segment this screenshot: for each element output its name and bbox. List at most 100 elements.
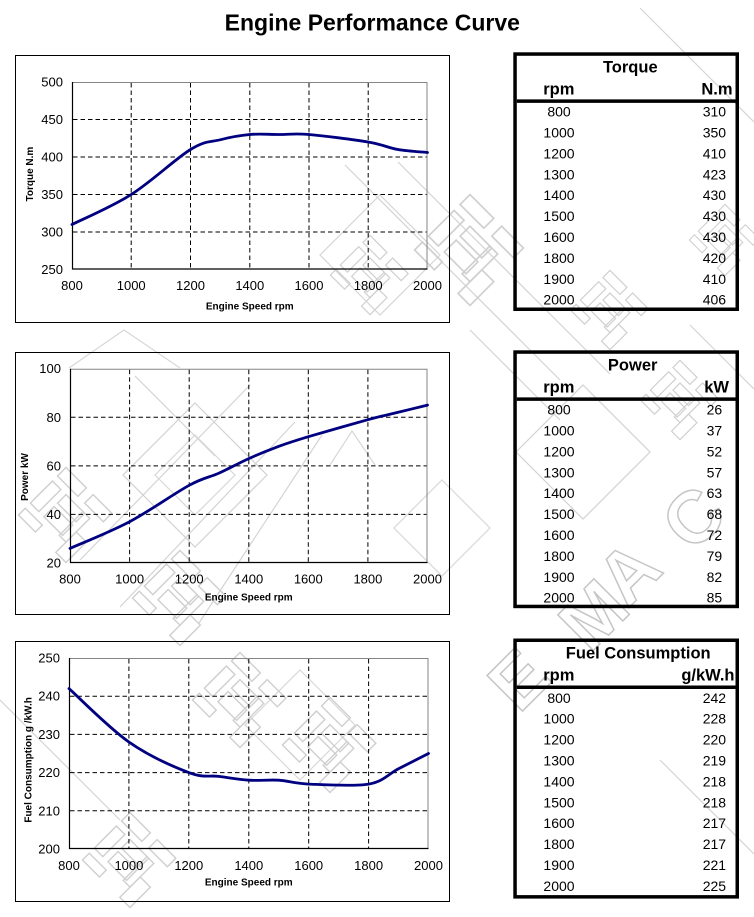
svg-text:1000: 1000 <box>543 423 574 439</box>
svg-text:410: 410 <box>703 271 727 287</box>
svg-text:1600: 1600 <box>294 572 323 587</box>
svg-text:72: 72 <box>707 527 723 543</box>
svg-text:1500: 1500 <box>543 794 574 810</box>
svg-text:82: 82 <box>707 569 723 585</box>
svg-text:218: 218 <box>703 794 727 810</box>
svg-text:217: 217 <box>703 815 727 831</box>
svg-text:Engine Speed rpm: Engine Speed rpm <box>206 302 294 313</box>
svg-text:1800: 1800 <box>354 278 383 293</box>
svg-text:Torque: Torque <box>603 58 658 76</box>
svg-text:225: 225 <box>703 878 727 894</box>
svg-text:242: 242 <box>703 690 727 706</box>
svg-text:410: 410 <box>703 145 727 161</box>
svg-text:406: 406 <box>703 292 727 308</box>
svg-text:800: 800 <box>61 278 83 293</box>
svg-text:79: 79 <box>707 548 723 564</box>
svg-text:1600: 1600 <box>543 815 574 831</box>
svg-text:1800: 1800 <box>543 548 574 564</box>
svg-text:1600: 1600 <box>295 278 324 293</box>
svg-text:N.m: N.m <box>701 81 732 99</box>
svg-text:rpm: rpm <box>543 379 574 397</box>
svg-text:219: 219 <box>703 753 727 769</box>
svg-text:1300: 1300 <box>543 464 574 480</box>
svg-text:26: 26 <box>707 402 723 418</box>
svg-text:2000: 2000 <box>543 292 574 308</box>
svg-text:1200: 1200 <box>176 278 205 293</box>
svg-text:430: 430 <box>703 229 727 245</box>
svg-text:430: 430 <box>703 208 727 224</box>
svg-text:1200: 1200 <box>543 145 574 161</box>
svg-text:430: 430 <box>703 187 727 203</box>
svg-text:Fuel Consumption g /kW.h: Fuel Consumption g /kW.h <box>23 697 34 823</box>
svg-text:1300: 1300 <box>543 753 574 769</box>
svg-text:1600: 1600 <box>294 858 323 873</box>
svg-text:1000: 1000 <box>114 858 143 873</box>
svg-text:63: 63 <box>707 485 723 501</box>
svg-text:250: 250 <box>41 262 63 277</box>
svg-text:kW: kW <box>704 379 729 397</box>
svg-text:1200: 1200 <box>174 858 203 873</box>
svg-text:1400: 1400 <box>543 485 574 501</box>
svg-text:500: 500 <box>41 75 63 90</box>
svg-text:1900: 1900 <box>543 271 574 287</box>
svg-text:1300: 1300 <box>543 166 574 182</box>
svg-text:2000: 2000 <box>543 590 574 606</box>
svg-text:1800: 1800 <box>543 836 574 852</box>
svg-text:37: 37 <box>707 423 723 439</box>
svg-text:Engine Speed rpm: Engine Speed rpm <box>205 878 293 889</box>
svg-text:230: 230 <box>38 727 60 742</box>
svg-text:80: 80 <box>47 410 61 425</box>
svg-text:1200: 1200 <box>543 732 574 748</box>
svg-text:1600: 1600 <box>543 229 574 245</box>
svg-text:1900: 1900 <box>543 569 574 585</box>
svg-text:100: 100 <box>39 361 61 376</box>
svg-text:218: 218 <box>703 773 727 789</box>
svg-text:Fuel Consumption: Fuel Consumption <box>566 645 711 663</box>
svg-text:423: 423 <box>703 166 727 182</box>
svg-text:350: 350 <box>41 187 63 202</box>
svg-text:800: 800 <box>547 104 571 120</box>
svg-text:800: 800 <box>547 402 571 418</box>
svg-text:2000: 2000 <box>414 858 443 873</box>
svg-text:1600: 1600 <box>543 527 574 543</box>
svg-text:1500: 1500 <box>543 506 574 522</box>
svg-text:210: 210 <box>38 803 60 818</box>
svg-text:1800: 1800 <box>543 250 574 266</box>
svg-text:68: 68 <box>707 506 723 522</box>
svg-text:200: 200 <box>38 842 60 857</box>
svg-text:rpm: rpm <box>543 667 574 685</box>
svg-text:Engine Performance Curve: Engine Performance Curve <box>225 10 520 36</box>
svg-text:57: 57 <box>707 464 723 480</box>
svg-text:rpm: rpm <box>543 81 574 99</box>
svg-text:20: 20 <box>47 556 61 571</box>
svg-text:1000: 1000 <box>543 711 574 727</box>
svg-text:1200: 1200 <box>543 443 574 459</box>
svg-text:220: 220 <box>38 765 60 780</box>
svg-text:52: 52 <box>707 443 723 459</box>
svg-text:Engine Speed rpm: Engine Speed rpm <box>205 593 293 604</box>
svg-text:350: 350 <box>703 125 727 141</box>
svg-text:220: 220 <box>703 732 727 748</box>
svg-text:250: 250 <box>38 651 60 666</box>
svg-text:228: 228 <box>703 711 727 727</box>
svg-text:240: 240 <box>38 689 60 704</box>
svg-text:1000: 1000 <box>117 278 146 293</box>
svg-text:1800: 1800 <box>354 858 383 873</box>
svg-text:1800: 1800 <box>353 572 382 587</box>
svg-text:1400: 1400 <box>234 572 263 587</box>
svg-text:217: 217 <box>703 836 727 852</box>
svg-text:85: 85 <box>707 590 723 606</box>
svg-text:2000: 2000 <box>413 572 442 587</box>
svg-text:450: 450 <box>41 112 63 127</box>
svg-text:2000: 2000 <box>543 878 574 894</box>
svg-text:40: 40 <box>47 507 61 522</box>
svg-text:1400: 1400 <box>234 858 263 873</box>
svg-text:1400: 1400 <box>543 773 574 789</box>
svg-text:300: 300 <box>41 225 63 240</box>
svg-text:Power: Power <box>608 356 658 374</box>
svg-text:1200: 1200 <box>175 572 204 587</box>
svg-text:221: 221 <box>703 857 727 873</box>
svg-text:60: 60 <box>47 458 61 473</box>
svg-text:Power kW: Power kW <box>20 453 31 501</box>
svg-text:400: 400 <box>41 150 63 165</box>
